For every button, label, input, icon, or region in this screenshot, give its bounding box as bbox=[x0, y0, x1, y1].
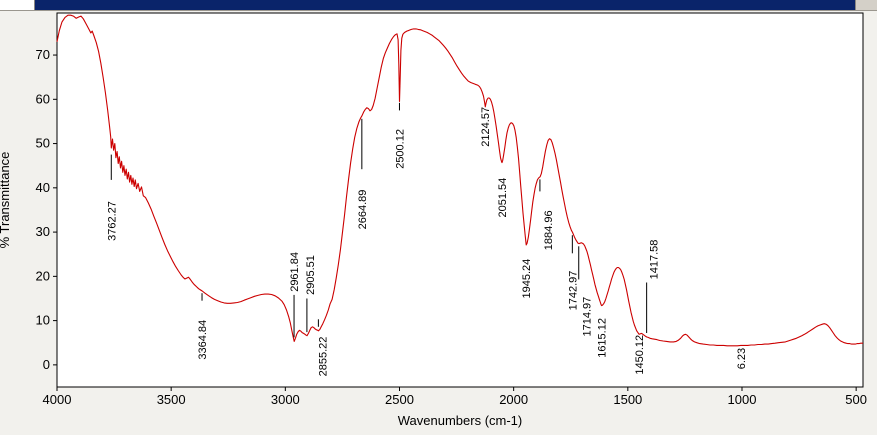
x-tick-label: 1000 bbox=[728, 392, 757, 407]
y-tick-label: 60 bbox=[36, 91, 50, 106]
peak-label: 2051.54 bbox=[497, 178, 509, 218]
x-tick-label: 2500 bbox=[385, 392, 414, 407]
peak-label: 2855.22 bbox=[317, 337, 329, 377]
y-tick-label: 50 bbox=[36, 136, 50, 151]
y-tick-label: 20 bbox=[36, 268, 50, 283]
y-tick-label: 40 bbox=[36, 180, 50, 195]
peak-label: 1884.96 bbox=[543, 210, 555, 250]
peak-label: 2961.84 bbox=[289, 252, 301, 292]
peak-label: 2905.51 bbox=[305, 255, 317, 295]
peak-label: 3364.84 bbox=[197, 320, 209, 360]
peak-label: 1945.24 bbox=[521, 259, 533, 299]
spectrum-plot: 4000 3500 3000 2500 2000 1500 1000 500 0 10 20 30 40… bbox=[0, 12, 867, 428]
peak-label: 1417.58 bbox=[649, 240, 661, 280]
window-corner-left bbox=[0, 0, 35, 10]
spectrum-chart: 4000 3500 3000 2500 2000 1500 1000 500 0 10 20 30 40… bbox=[0, 11, 877, 435]
y-tick-label: 30 bbox=[36, 224, 50, 239]
peak-label: 1615.12 bbox=[597, 318, 609, 358]
y-tick-label: 70 bbox=[36, 47, 50, 62]
peak-label: 1450.12 bbox=[634, 335, 646, 375]
peak-label: 1742.97 bbox=[567, 271, 579, 311]
y-axis-title: % Transmittance bbox=[0, 152, 12, 249]
x-axis-title: Wavenumbers (cm-1) bbox=[398, 413, 522, 428]
spectrum-line bbox=[56, 14, 863, 347]
peak-label: 2500.12 bbox=[395, 129, 407, 169]
peak-label: 3762.27 bbox=[106, 201, 118, 241]
peak-label: 2664.89 bbox=[357, 190, 369, 230]
x-tick-label: 2000 bbox=[499, 392, 528, 407]
peak-label: 2124.57 bbox=[480, 107, 492, 147]
y-tick-label: 10 bbox=[36, 313, 50, 328]
x-tick-label: 1500 bbox=[613, 392, 642, 407]
x-tick-label: 3500 bbox=[157, 392, 186, 407]
peak-label: 6.23 bbox=[736, 348, 748, 369]
x-tick-label: 4000 bbox=[43, 392, 72, 407]
title-bar[interactable] bbox=[35, 0, 855, 10]
x-tick-label: 3000 bbox=[271, 392, 300, 407]
plot-area bbox=[56, 12, 864, 388]
title-bar-row bbox=[0, 0, 877, 11]
x-tick-label: 500 bbox=[845, 392, 867, 407]
peak-label: 1714.97 bbox=[582, 297, 594, 337]
y-tick-label: 0 bbox=[43, 357, 50, 372]
window-corner-right bbox=[855, 0, 877, 10]
